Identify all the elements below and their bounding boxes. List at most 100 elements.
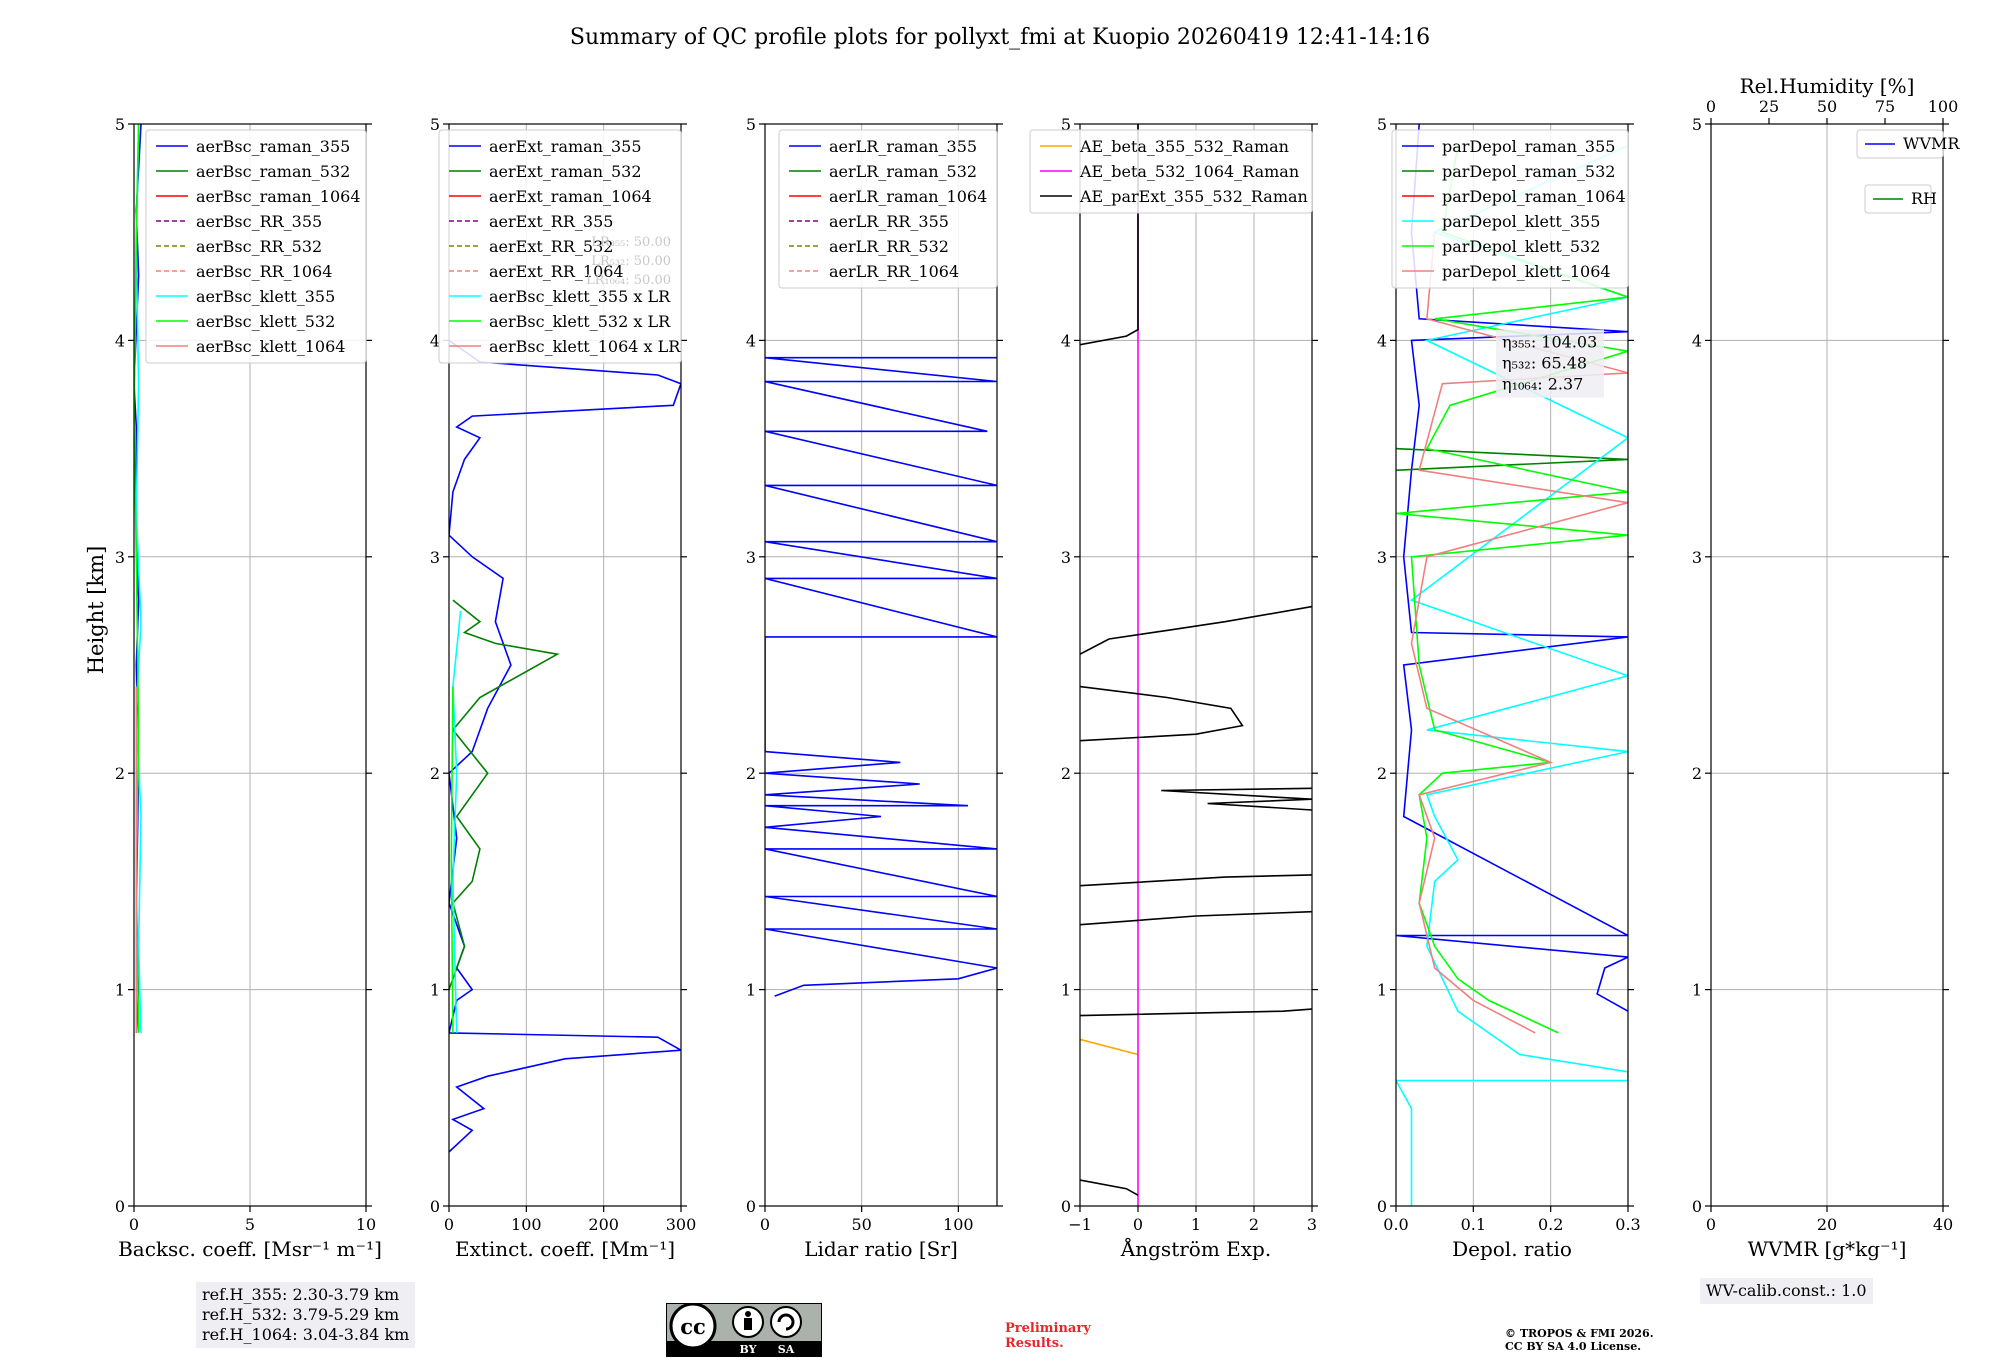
legend-label: aerExt_raman_355 bbox=[489, 137, 642, 156]
series-group bbox=[1080, 124, 1312, 1206]
legend-label: aerBsc_klett_355 x LR bbox=[489, 287, 671, 306]
legend-frame bbox=[1856, 129, 1944, 159]
y-tick-label: 4 bbox=[746, 331, 756, 350]
y-tick-label: 1 bbox=[115, 981, 125, 1000]
legend-rh: RH bbox=[1864, 184, 1937, 214]
legend-label: aerBsc_klett_532 x LR bbox=[489, 312, 671, 331]
x-axis-label: Lidar ratio [Sr] bbox=[804, 1237, 958, 1261]
legend-label: RH bbox=[1911, 189, 1937, 208]
legend-label: aerBsc_klett_1064 bbox=[196, 337, 345, 356]
series-line-ae-parext-355-532-raman-g bbox=[1080, 605, 1312, 655]
figure-title: Summary of QC profile plots for pollyxt_… bbox=[570, 25, 1430, 50]
series-line-pardepol-raman-532 bbox=[1396, 447, 1628, 471]
eta-label: η₅₃₂: 65.48 bbox=[1502, 354, 1587, 373]
top-x-tick-label: 0 bbox=[1706, 97, 1716, 116]
x-tick-label: 0.2 bbox=[1538, 1215, 1563, 1234]
legend-label: aerExt_raman_1064 bbox=[489, 187, 652, 206]
y-tick-label: 3 bbox=[1061, 548, 1071, 567]
legend-label: aerLR_raman_532 bbox=[829, 162, 977, 181]
cc-sa-label: SA bbox=[778, 1343, 795, 1356]
legend: aerExt_raman_355 aerExt_raman_532 aerExt_r… bbox=[438, 129, 682, 364]
y-tick-label: 0 bbox=[430, 1197, 440, 1216]
x-tick-label: 0.3 bbox=[1615, 1215, 1640, 1234]
legend-frame bbox=[1391, 129, 1629, 289]
svg-text:cc: cc bbox=[680, 1314, 706, 1339]
series-line-ae-parext-355-532-raman-b bbox=[1080, 1008, 1312, 1017]
y-tick-label: 0 bbox=[1377, 1197, 1387, 1216]
panel-extinction: 0 1 2 3 4 5 0 100 200 300 Extinct. coeff. [Mm⁻¹] ae… bbox=[430, 115, 696, 1261]
series-group bbox=[134, 124, 142, 1033]
x-tick-label: 3 bbox=[1307, 1215, 1317, 1234]
legend-frame bbox=[778, 129, 998, 289]
top-x-tick-label: 100 bbox=[1928, 97, 1959, 116]
legend: aerBsc_raman_355 aerBsc_raman_532 aerBsc_r… bbox=[145, 129, 367, 364]
legend-label: aerExt_RR_355 bbox=[489, 212, 613, 231]
lr-label: LR₃₅₅: 50.00 bbox=[591, 235, 671, 250]
legend-label: aerBsc_raman_532 bbox=[196, 162, 350, 181]
top-x-tick-label: 75 bbox=[1875, 97, 1895, 116]
y-tick-label: 2 bbox=[746, 764, 756, 783]
x-tick-label: 0 bbox=[1133, 1215, 1143, 1234]
legend-label: WVMR bbox=[1903, 134, 1960, 153]
series-line-aerext-raman-355 bbox=[449, 339, 681, 1153]
lr-label: LR₁₀₆₄: 50.00 bbox=[586, 273, 671, 288]
y-tick-label: 4 bbox=[1692, 331, 1702, 350]
x-axis-label: WVMR [g*kg⁻¹] bbox=[1748, 1237, 1907, 1261]
y-tick-label: 0 bbox=[1061, 1197, 1071, 1216]
legend-label: aerBsc_klett_1064 x LR bbox=[489, 337, 681, 356]
y-tick-label: 1 bbox=[1692, 981, 1702, 1000]
y-tick-label: 5 bbox=[430, 115, 440, 134]
x-tick-label: 40 bbox=[1933, 1215, 1953, 1234]
legend: parDepol_raman_355 parDepol_raman_532 parD… bbox=[1391, 129, 1629, 289]
y-tick-label: 1 bbox=[430, 981, 440, 1000]
legend-label: AE_beta_355_532_Raman bbox=[1079, 137, 1289, 156]
y-tick-label: 2 bbox=[430, 764, 440, 783]
series-line-ae-beta-355-532-raman bbox=[1080, 1038, 1139, 1056]
panel-depol: 0 1 2 3 4 5 0.0 0.1 0.2 0.3 Depol. ratio parDepol_r… bbox=[1377, 115, 1641, 1261]
y-tick-label: 4 bbox=[1061, 331, 1071, 350]
x-tick-label: 50 bbox=[851, 1215, 871, 1234]
y-tick-label: 1 bbox=[1377, 981, 1387, 1000]
y-tick-label: 4 bbox=[115, 331, 125, 350]
preliminary-results-note: Preliminary Results. bbox=[1005, 1321, 1091, 1351]
x-tick-label: −1 bbox=[1068, 1215, 1092, 1234]
legend-label: aerLR_RR_355 bbox=[829, 212, 949, 231]
series-line-ae-parext-355-532-raman-c bbox=[1080, 910, 1312, 926]
eta-label: η₁₀₆₄: 2.37 bbox=[1502, 375, 1583, 394]
series-group bbox=[449, 339, 681, 1153]
y-tick-label: 5 bbox=[1692, 115, 1702, 134]
legend-label: aerExt_RR_532 bbox=[489, 237, 613, 256]
legend-label: aerBsc_RR_1064 bbox=[196, 262, 332, 281]
reference-heights-box: ref.H_355: 2.30-3.79 km ref.H_532: 3.79-… bbox=[196, 1282, 416, 1348]
legend-label: AE_parExt_355_532_Raman bbox=[1079, 187, 1308, 206]
y-tick-label: 5 bbox=[746, 115, 756, 134]
y-tick-label: 2 bbox=[1377, 764, 1387, 783]
y-tick-label: 4 bbox=[1377, 331, 1387, 350]
legend-label: aerBsc_RR_532 bbox=[196, 237, 322, 256]
eta-box bbox=[1496, 329, 1604, 398]
legend-label: aerLR_RR_532 bbox=[829, 237, 949, 256]
series-line-ae-parext-355-532-raman-f bbox=[1080, 685, 1244, 742]
axes-frame bbox=[764, 123, 998, 1207]
y-tick-label: 0 bbox=[1692, 1197, 1702, 1216]
series-line-aerbsc-klett-355-x-lr bbox=[452, 610, 462, 1033]
y-axis-label-height: Height [km] bbox=[84, 546, 108, 675]
series-line-ae-parext-355-532-raman-d bbox=[1080, 874, 1312, 887]
y-tick-label: 3 bbox=[746, 548, 756, 567]
legend-label: aerBsc_klett_355 bbox=[196, 287, 335, 306]
x-axis-label: Extinct. coeff. [Mm⁻¹] bbox=[455, 1237, 675, 1261]
x-tick-label: 0.1 bbox=[1461, 1215, 1486, 1234]
y-tick-label: 3 bbox=[430, 548, 440, 567]
series-line-aerbsc-klett-355 bbox=[135, 124, 142, 1033]
series-line-aerext-raman-532 bbox=[449, 599, 560, 990]
legend: aerLR_raman_355 aerLR_raman_532 aerLR_rama… bbox=[778, 129, 998, 289]
legend: AE_beta_355_532_Raman AE_beta_532_1064_Ra… bbox=[1029, 129, 1313, 214]
y-tick-label: 4 bbox=[430, 331, 440, 350]
y-tick-label: 5 bbox=[1377, 115, 1387, 134]
legend-frame bbox=[438, 129, 682, 364]
x-axis-label: Depol. ratio bbox=[1452, 1237, 1572, 1261]
legend-label: aerBsc_klett_532 bbox=[196, 312, 335, 331]
